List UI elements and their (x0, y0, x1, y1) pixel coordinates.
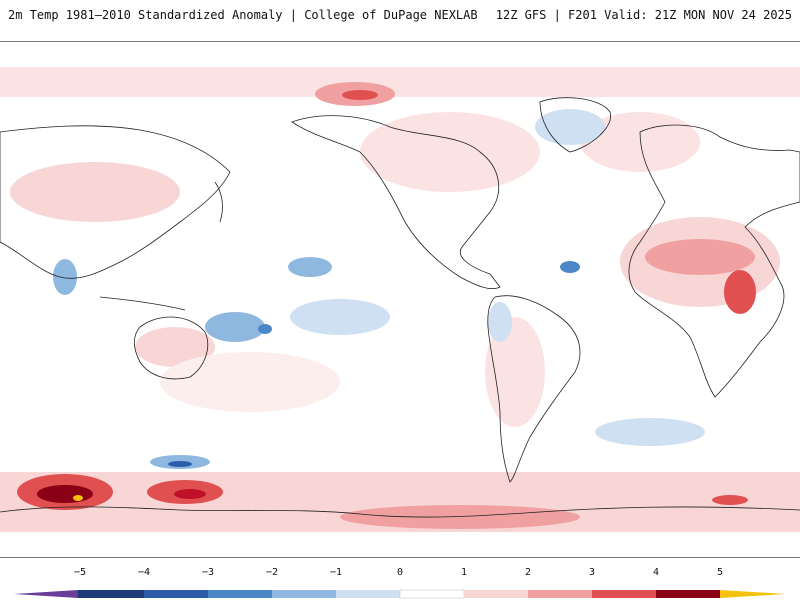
header: 2m Temp 1981–2010 Standardized Anomaly |… (0, 0, 800, 32)
colorbar-minus-2 (272, 590, 336, 598)
asia-outline (0, 125, 231, 279)
arctic-hot-spot (342, 90, 378, 100)
southern-ocean-warm-2 (37, 485, 93, 503)
colorbar-minus-5 (78, 590, 144, 598)
south-america-outline (487, 295, 581, 483)
se-asia-cold (53, 259, 77, 295)
coastlines (0, 97, 800, 518)
east-africa-hot (724, 270, 756, 314)
anomaly-map (0, 67, 800, 532)
greenland-cold (535, 109, 605, 145)
tick-label: −3 (201, 567, 215, 578)
europe-africa-outline (628, 124, 800, 398)
tick-label: −2 (265, 567, 279, 578)
south-pacific-cold-core (168, 461, 192, 467)
south-america-warm (485, 317, 545, 427)
tick-label: −4 (137, 567, 151, 578)
greenland-outline (539, 97, 612, 153)
sahel-warm-core (645, 239, 755, 275)
colorbar-minus-extreme (14, 590, 78, 598)
north-atlantic-warm (580, 112, 700, 172)
tick-label: 1 (460, 567, 468, 578)
map-title: 2m Temp 1981–2010 Standardized Anomaly |… (8, 8, 478, 22)
model-run-label: 12Z GFS | F201 Valid: 21Z MON NOV 24 202… (495, 8, 792, 22)
colorbar-minus-4 (144, 590, 208, 598)
australia-outline (133, 316, 209, 380)
japan-outline (214, 181, 223, 223)
cold-anomaly-shading (53, 109, 705, 469)
colorbar-plus-4 (656, 590, 720, 598)
colorbar-plus-2 (528, 590, 592, 598)
south-pacific-warm (160, 352, 340, 412)
colorbar-svg (14, 589, 786, 599)
arctic-warm-band (0, 67, 800, 97)
tick-label: 5 (716, 567, 724, 578)
colorbar-plus-1 (464, 590, 528, 598)
tropical-pacific-cold-2 (290, 299, 390, 335)
colorbar-plus-extreme (720, 590, 786, 598)
west-south-america-cold (488, 302, 512, 342)
southern-ocean-extreme (73, 495, 83, 501)
antarctic-warm-core (340, 505, 580, 529)
tropical-pacific-cold-1 (288, 257, 332, 277)
southern-ocean-warm-4 (174, 489, 206, 499)
siberia-warm (10, 162, 180, 222)
colorbar-minus-3 (208, 590, 272, 598)
maritime-cold-core (258, 324, 272, 334)
south-indian-cold (595, 418, 705, 446)
north-america-warm (360, 112, 540, 192)
southern-ocean-warm-5 (712, 495, 748, 505)
tick-label: 2 (524, 567, 532, 578)
tick-label: −1 (329, 567, 343, 578)
maritime-cold (205, 312, 265, 342)
australia-warm (135, 327, 215, 367)
warm-anomaly-shading (0, 67, 800, 532)
map-panel[interactable] (0, 41, 800, 558)
tick-label: 0 (396, 567, 404, 578)
tick-label: 3 (588, 567, 596, 578)
antarctica-outline (0, 506, 800, 518)
indonesia-outline (99, 296, 186, 311)
north-america-outline (291, 115, 501, 290)
colorbar-plus-3 (592, 590, 656, 598)
tick-label: −5 (73, 567, 87, 578)
tick-label: 4 (652, 567, 660, 578)
colorbar: −5 −4 −3 −2 −1 0 1 2 3 4 5 (0, 567, 800, 600)
colorbar-zero (399, 589, 465, 599)
atlantic-cold (560, 261, 580, 273)
colorbar-minus-1 (336, 590, 400, 598)
